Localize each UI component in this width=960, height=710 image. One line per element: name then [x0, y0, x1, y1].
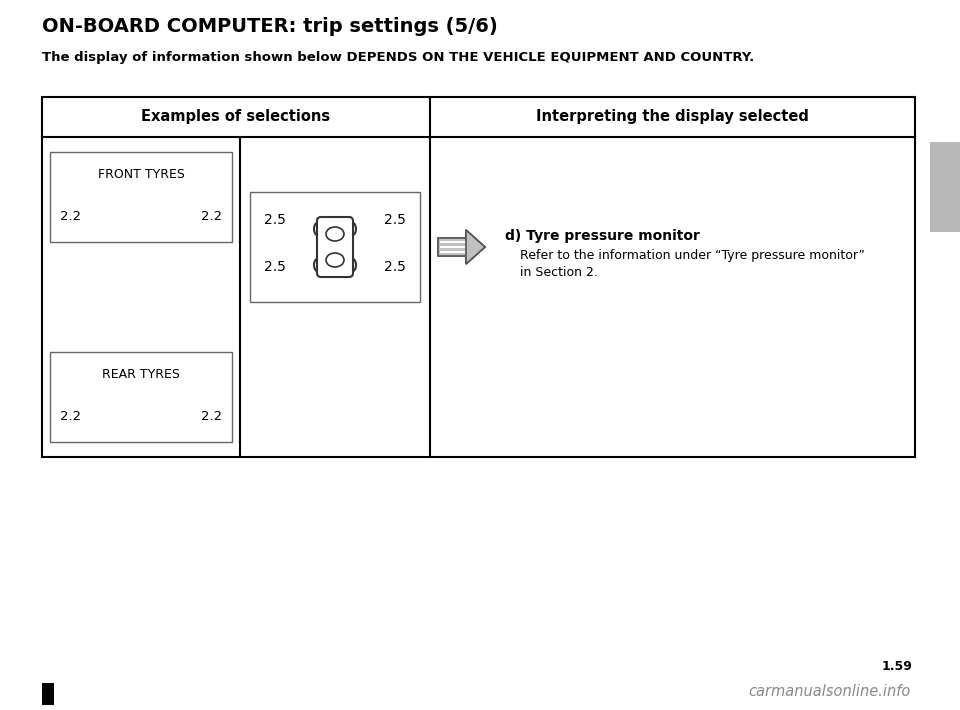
Text: Refer to the information under “Tyre pressure monitor”: Refer to the information under “Tyre pre… [520, 249, 865, 262]
Text: 1.59: 1.59 [881, 660, 912, 674]
Polygon shape [466, 230, 485, 264]
Text: FRONT TYRES: FRONT TYRES [98, 168, 184, 180]
Text: 2.5: 2.5 [264, 260, 286, 274]
FancyBboxPatch shape [317, 217, 353, 277]
Polygon shape [438, 230, 485, 264]
Text: d) Tyre pressure monitor: d) Tyre pressure monitor [505, 229, 700, 243]
Text: 2.5: 2.5 [384, 213, 406, 227]
Text: 2.5: 2.5 [384, 260, 406, 274]
Bar [250, 192, 420, 302]
Bar [50, 352, 232, 442]
Text: carmanualsonline.info: carmanualsonline.info [749, 684, 911, 699]
Text: in Section 2.: in Section 2. [520, 266, 598, 279]
Text: 2.2: 2.2 [201, 410, 222, 423]
Text: ON-BOARD COMPUTER: trip settings (5/6): ON-BOARD COMPUTER: trip settings (5/6) [42, 16, 497, 36]
Ellipse shape [326, 227, 344, 241]
Bar [42, 683, 54, 705]
Text: 2.5: 2.5 [264, 213, 286, 227]
Text: Examples of selections: Examples of selections [141, 109, 330, 124]
Bar [50, 152, 232, 242]
Text: Interpreting the display selected: Interpreting the display selected [536, 109, 809, 124]
Text: 2.2: 2.2 [60, 410, 82, 423]
Text: 2.2: 2.2 [201, 210, 222, 224]
Text: REAR TYRES: REAR TYRES [102, 368, 180, 381]
Polygon shape [438, 230, 485, 264]
Text: 2.2: 2.2 [60, 210, 82, 224]
Bar [42, 97, 915, 457]
Text: The display of information shown below DEPENDS ON THE VEHICLE EQUIPMENT AND COUN: The display of information shown below D… [42, 50, 755, 63]
Ellipse shape [326, 253, 344, 267]
Bar [930, 142, 960, 232]
Polygon shape [438, 230, 485, 264]
Polygon shape [438, 230, 485, 264]
